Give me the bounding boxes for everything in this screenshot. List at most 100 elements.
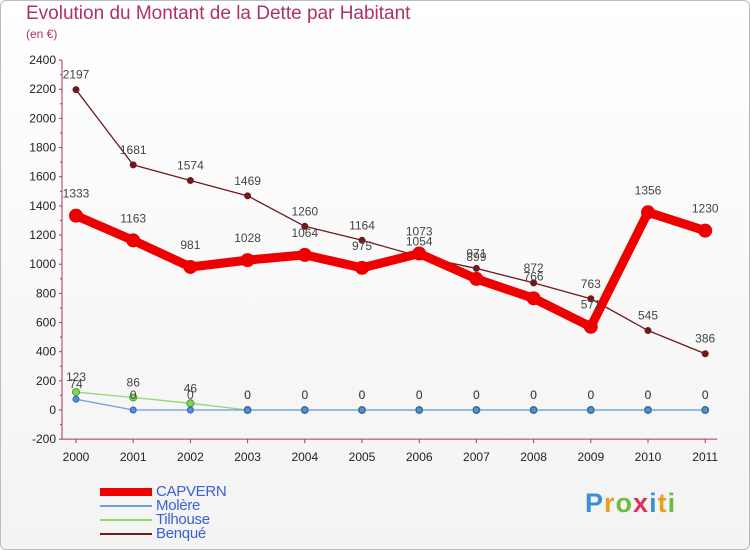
data-point-capvern (469, 271, 484, 286)
x-tick-label: 2003 (234, 450, 261, 464)
data-label-molere: 0 (530, 388, 537, 402)
data-label-molere: 0 (645, 388, 652, 402)
data-label-tilhouse: 0 (416, 388, 423, 402)
data-label-capvern: 766 (524, 269, 544, 283)
logo-letter: t (657, 488, 668, 518)
data-point-benque (530, 279, 538, 287)
legend-swatch (100, 505, 152, 507)
data-point-capvern (355, 260, 369, 275)
data-point-molere (415, 406, 423, 414)
data-label-benque: 1681 (120, 143, 147, 157)
logo-letter: i (667, 488, 677, 518)
data-point-benque (587, 295, 595, 303)
x-tick-label: 2010 (635, 450, 662, 464)
x-tick-label: 2002 (177, 450, 204, 464)
data-label-capvern: 1356 (635, 183, 662, 197)
legend-label: Tilhouse (156, 511, 210, 528)
data-point-benque (72, 86, 80, 94)
data-label-tilhouse: 46 (184, 381, 198, 395)
data-point-molere (644, 406, 652, 414)
logo-letter: r (604, 488, 616, 518)
legend-swatch (100, 533, 152, 535)
legend-swatch (100, 519, 152, 521)
y-tick-label: 600 (36, 316, 56, 330)
series-line-capvern (71, 207, 710, 332)
data-point-benque (701, 350, 709, 358)
data-label-capvern: 981 (180, 238, 200, 252)
data-label-benque: 1469 (234, 174, 261, 188)
data-point-benque (644, 327, 652, 335)
data-point-molere (472, 406, 480, 414)
logo-letter: o (615, 488, 634, 518)
data-point-capvern (126, 233, 141, 248)
data-label-tilhouse: 0 (301, 388, 308, 402)
data-label-tilhouse: 0 (359, 388, 366, 402)
data-label-benque: 1260 (291, 204, 318, 218)
data-point-molere (129, 406, 137, 414)
x-tick-label: 2000 (63, 450, 90, 464)
data-label-tilhouse: 0 (530, 388, 537, 402)
data-label-benque: 872 (524, 261, 544, 275)
data-label-benque: 971 (466, 246, 486, 260)
data-label-capvern: 975 (352, 239, 372, 253)
x-tick-label: 2001 (120, 450, 147, 464)
data-label-molere: 0 (416, 388, 423, 402)
data-label-capvern: 1230 (692, 202, 719, 216)
y-tick-label: 200 (36, 374, 56, 388)
data-point-molere (701, 406, 709, 414)
data-point-capvern (412, 246, 427, 261)
data-label-benque: 763 (581, 277, 601, 291)
y-tick-label: 400 (36, 345, 56, 359)
data-label-tilhouse: 0 (645, 388, 652, 402)
y-tick-label: 2200 (29, 82, 56, 96)
data-label-tilhouse: 0 (702, 388, 709, 402)
logo-letter: x (633, 488, 650, 518)
data-point-molere (72, 395, 80, 403)
data-point-molere (587, 406, 595, 414)
data-point-benque (129, 161, 137, 169)
data-label-capvern: 1333 (63, 187, 90, 201)
legend-label: Molère (156, 497, 201, 514)
data-label-molere: 0 (244, 388, 251, 402)
series-line-benque (75, 89, 706, 355)
logo-letter: i (649, 488, 658, 518)
data-point-benque (472, 264, 480, 272)
data-point-capvern (641, 205, 655, 220)
data-point-capvern (526, 291, 541, 306)
y-tick-label: 1600 (29, 170, 56, 184)
data-label-tilhouse: 0 (244, 388, 251, 402)
data-label-capvern: 899 (466, 250, 486, 264)
data-label-tilhouse: 86 (127, 375, 141, 389)
data-point-molere (358, 406, 366, 414)
y-tick-label: 1800 (29, 141, 56, 155)
data-label-molere: 74 (69, 377, 83, 391)
proxiti-logo: Proxiti (585, 488, 676, 519)
chart-subtitle: (en €) (26, 27, 58, 41)
x-tick-label: 2004 (291, 450, 318, 464)
y-tick-label: 2000 (29, 111, 56, 125)
data-point-capvern (583, 319, 598, 334)
data-label-capvern: 1028 (234, 231, 261, 245)
y-tick-label: 1200 (29, 228, 56, 242)
x-tick-label: 2007 (463, 450, 490, 464)
data-point-capvern (698, 223, 713, 238)
data-point-capvern (69, 208, 83, 223)
y-tick-label: 800 (36, 286, 56, 300)
data-label-molere: 0 (702, 388, 709, 402)
data-label-benque: 1574 (177, 159, 204, 173)
legend-swatch (100, 488, 152, 496)
data-label-molere: 0 (473, 388, 480, 402)
series-line-molere (75, 398, 706, 411)
y-tick-label: 0 (49, 403, 56, 417)
data-label-benque: 1054 (406, 234, 433, 248)
data-point-benque (186, 177, 194, 185)
data-point-molere (530, 406, 538, 414)
data-label-tilhouse: 123 (66, 370, 86, 384)
data-label-molere: 0 (587, 388, 594, 402)
x-tick-label: 2009 (577, 450, 604, 464)
data-label-benque: 2197 (63, 68, 90, 82)
data-label-molere: 0 (359, 388, 366, 402)
data-label-capvern: 1073 (406, 225, 433, 239)
data-label-benque: 386 (695, 332, 715, 346)
data-label-benque: 1164 (349, 218, 375, 232)
